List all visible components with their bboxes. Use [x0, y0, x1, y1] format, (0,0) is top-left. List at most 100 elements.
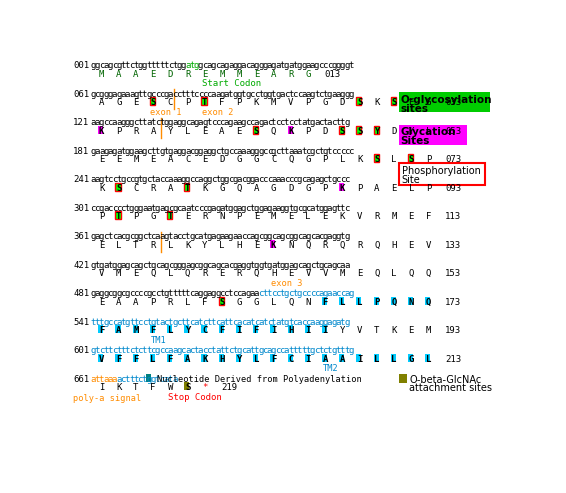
Text: a: a	[168, 176, 173, 184]
Text: g: g	[310, 90, 315, 99]
Text: A: A	[340, 355, 345, 364]
Text: c: c	[336, 147, 341, 156]
Text: a: a	[168, 347, 173, 355]
Text: TM1: TM1	[151, 336, 166, 345]
Text: 421: 421	[73, 261, 89, 270]
Text: a: a	[112, 90, 117, 99]
Text: C: C	[185, 155, 190, 164]
Text: A: A	[374, 184, 380, 193]
Text: g: g	[103, 289, 109, 298]
Text: t: t	[138, 176, 143, 184]
Text: a: a	[185, 347, 190, 355]
Text: Y: Y	[237, 355, 242, 364]
Bar	[374, 353, 379, 362]
Text: c: c	[245, 232, 251, 242]
Text: a: a	[172, 118, 177, 128]
Text: c: c	[245, 118, 251, 128]
Text: g: g	[142, 147, 147, 156]
Text: L: L	[426, 355, 431, 364]
Text: t: t	[142, 347, 147, 355]
Text: g: g	[129, 118, 134, 128]
Text: T: T	[133, 384, 139, 392]
Text: t: t	[297, 118, 302, 128]
Text: V: V	[426, 241, 431, 250]
Text: 121: 121	[73, 118, 89, 128]
Text: c: c	[207, 90, 212, 99]
Text: t: t	[280, 147, 285, 156]
Text: a: a	[172, 375, 177, 384]
Text: g: g	[91, 289, 96, 298]
Text: a: a	[237, 318, 242, 327]
Text: E: E	[357, 269, 362, 279]
Bar	[167, 211, 172, 219]
Text: I: I	[357, 355, 362, 364]
Text: R: R	[151, 241, 156, 250]
Text: c: c	[305, 147, 311, 156]
Text: L: L	[409, 184, 414, 193]
Text: g: g	[331, 62, 337, 70]
Text: E: E	[202, 155, 208, 164]
Text: E: E	[237, 127, 242, 136]
Bar	[185, 183, 190, 191]
Text: L: L	[185, 298, 190, 307]
Text: D: D	[219, 155, 225, 164]
Text: t: t	[250, 318, 255, 327]
Text: t: t	[340, 318, 345, 327]
Text: a: a	[250, 232, 255, 242]
Text: c: c	[142, 318, 147, 327]
Bar	[150, 97, 155, 106]
Text: t: t	[133, 318, 139, 327]
Text: E: E	[254, 241, 259, 250]
Text: H: H	[271, 269, 276, 279]
Text: g: g	[297, 176, 302, 184]
Text: c: c	[280, 118, 285, 128]
Text: M: M	[99, 70, 104, 79]
Text: c: c	[275, 118, 281, 128]
Text: A: A	[151, 127, 156, 136]
Text: 061: 061	[73, 90, 89, 99]
Text: g: g	[146, 375, 152, 384]
Text: a: a	[237, 204, 242, 213]
Bar	[201, 97, 207, 106]
Text: g: g	[327, 90, 332, 99]
Text: c: c	[112, 204, 117, 213]
Text: L: L	[426, 127, 431, 136]
Text: M: M	[426, 326, 431, 335]
Text: 241: 241	[73, 176, 89, 184]
Text: g: g	[228, 204, 233, 213]
Text: c: c	[189, 147, 195, 156]
Text: M: M	[237, 70, 242, 79]
Text: 001: 001	[73, 62, 89, 70]
Text: A: A	[219, 127, 225, 136]
Bar	[357, 97, 362, 106]
Text: c: c	[245, 62, 251, 70]
Text: H: H	[219, 355, 225, 364]
Text: c: c	[103, 232, 109, 242]
Text: E: E	[219, 269, 225, 279]
Text: g: g	[164, 289, 169, 298]
Text: a: a	[262, 118, 268, 128]
Text: g: g	[176, 261, 182, 270]
Text: g: g	[133, 176, 139, 184]
Text: Q: Q	[305, 241, 311, 250]
Text: g: g	[181, 118, 186, 128]
Text: C: C	[271, 155, 276, 164]
Text: g: g	[168, 118, 173, 128]
Text: g: g	[232, 261, 238, 270]
Text: g: g	[189, 232, 195, 242]
Text: a: a	[275, 176, 281, 184]
Text: t: t	[129, 375, 134, 384]
Text: c: c	[340, 176, 345, 184]
Text: g: g	[164, 261, 169, 270]
Text: g: g	[202, 261, 208, 270]
Text: t: t	[219, 347, 225, 355]
Text: c: c	[262, 347, 268, 355]
Text: t: t	[121, 62, 126, 70]
Text: F: F	[323, 298, 328, 307]
Text: a: a	[219, 318, 225, 327]
Text: a: a	[211, 232, 216, 242]
Text: a: a	[224, 232, 229, 242]
Text: V: V	[288, 99, 294, 107]
Text: t: t	[258, 90, 263, 99]
Text: a: a	[336, 318, 341, 327]
